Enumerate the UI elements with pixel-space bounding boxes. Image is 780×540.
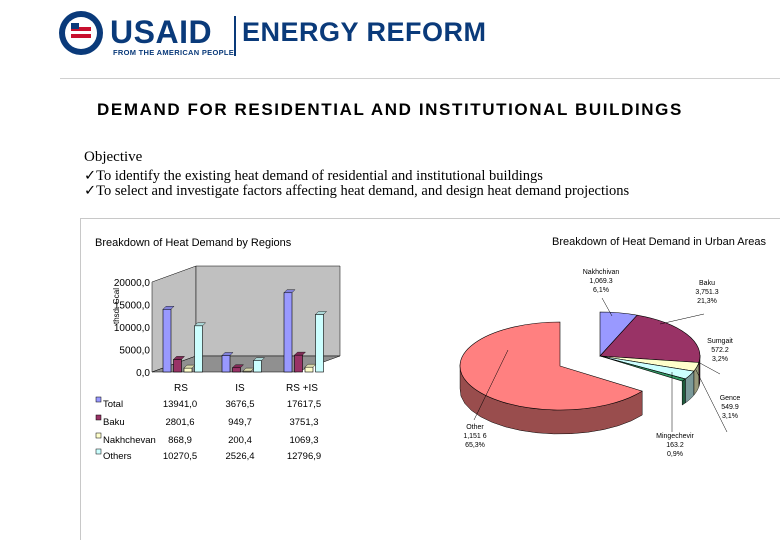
data-table-value: 17617,5 — [287, 399, 321, 410]
pie-slice-name: Sumgait — [707, 338, 733, 345]
objective-bullet-text: To select and investigate factors affect… — [96, 183, 630, 199]
bar — [232, 367, 241, 373]
pie-slice-value: 549.9 — [721, 404, 739, 411]
bar-top — [294, 351, 306, 356]
bar-top — [283, 289, 296, 293]
data-table-value: 2526,4 — [225, 451, 254, 462]
bar-top — [315, 311, 327, 315]
pie-slice — [599, 355, 687, 382]
bar — [162, 308, 172, 373]
legend-label: Others — [103, 451, 132, 462]
pie-slice — [459, 321, 643, 411]
pie-leader-line — [697, 361, 721, 375]
bar-x-tick-label: IS — [235, 383, 245, 394]
data-table-value: 10270,5 — [163, 451, 197, 462]
pie-slice-value: 3,751.3 — [695, 289, 718, 296]
data-table-value: 3676,5 — [225, 399, 254, 410]
bar-top — [162, 306, 175, 310]
pie-leader-line — [601, 297, 613, 317]
data-table-value: 12796,9 — [287, 451, 321, 462]
pie-slice-value: 1,069.3 — [589, 278, 612, 285]
pie-slice-name: Nakhchivan — [583, 269, 620, 276]
legend-label: Baku — [103, 417, 125, 428]
data-table-value: 3751,3 — [289, 417, 318, 428]
pie-slice-percent: 6,1% — [593, 287, 609, 294]
bar-y-tick-label: 5000,0 — [119, 346, 150, 357]
pie-slice-value: 572.2 — [711, 347, 729, 354]
pie-slice-percent: 65,3% — [465, 442, 485, 449]
pie-slice-percent: 21,3% — [697, 298, 717, 305]
pie-leader-line — [659, 313, 705, 325]
pie-slice-value: 163.2 — [666, 442, 684, 449]
legend-swatch — [95, 414, 102, 421]
bar-chart-title: Breakdown of Heat Demand by Regions — [95, 237, 292, 249]
bar — [173, 359, 182, 373]
bar-top — [253, 357, 265, 361]
bar-side-wall — [151, 265, 197, 373]
pie-slice-percent: 0,9% — [667, 451, 683, 458]
logo-divider — [234, 16, 236, 56]
pie-slice-percent: 3,1% — [722, 413, 738, 420]
legend-swatch — [95, 448, 102, 455]
bar-top — [173, 356, 185, 360]
bar-x-tick-label: RS — [174, 383, 188, 394]
usaid-seal-icon — [59, 11, 103, 55]
bar-y-tick-label: 10000,0 — [114, 323, 151, 334]
bar — [183, 367, 193, 373]
pie-slice-value: 1,151 6 — [463, 433, 486, 440]
bar-y-tick-label: 0,0 — [136, 368, 150, 379]
pie-chart-title: Breakdown of Heat Demand in Urban Areas — [552, 236, 767, 248]
data-table-value: 868,9 — [168, 435, 192, 446]
data-table-value: 200,4 — [228, 435, 252, 446]
bar — [304, 366, 314, 373]
bar — [221, 355, 231, 373]
bar — [315, 314, 324, 373]
objective-bullet: ✓To identify the existing heat demand of… — [84, 168, 543, 184]
pie-slice-side — [681, 378, 686, 406]
logo-tagline: FROM THE AMERICAN PEOPLE — [113, 48, 235, 57]
legend-label: Nakhchevan — [103, 435, 156, 446]
bar-top — [194, 322, 206, 326]
page-title: DEMAND FOR RESIDENTIAL AND INSTITUTIONAL… — [97, 100, 683, 119]
data-table-value: 1069,3 — [289, 435, 318, 446]
pie-slice-name: Gence — [720, 395, 741, 402]
legend-label: Total — [103, 399, 123, 410]
bar-y-tick-label: 20000,0 — [114, 278, 151, 289]
bar-top — [232, 364, 244, 368]
pie-slice-name: Other — [466, 424, 484, 431]
bar — [194, 325, 203, 373]
pie-leader-line — [695, 369, 728, 433]
pie-slice-name: Baku — [699, 280, 715, 287]
bar — [294, 354, 303, 373]
objective-bullet: ✓To select and investigate factors affec… — [84, 183, 630, 199]
pie-leader-line — [473, 349, 509, 421]
data-table-value: 2801,6 — [165, 417, 194, 428]
header-rule — [60, 78, 780, 79]
logo-title: ENERGY REFORM — [242, 17, 487, 47]
pie-slice — [599, 314, 701, 363]
bar-x-tick-label: RS +IS — [286, 383, 318, 394]
usaid-logo: USAID FROM THE AMERICAN PEOPLE ENERGY RE… — [58, 10, 528, 62]
objective-heading: Objective — [84, 149, 143, 165]
bar — [283, 292, 293, 373]
pie-slice-percent: 3,2% — [712, 356, 728, 363]
charts-panel — [80, 218, 780, 540]
legend-swatch — [95, 432, 102, 439]
pie-slice-name: Mingechevir — [656, 433, 694, 440]
data-table-value: 13941,0 — [163, 399, 197, 410]
bar — [253, 360, 262, 373]
legend-swatch — [95, 396, 102, 403]
bar-y-tick-label: 15000,0 — [114, 301, 151, 312]
bar-top — [221, 352, 234, 356]
logo-wordmark: USAID — [110, 14, 213, 50]
bar-y-axis-label: thsd. Gcal — [112, 288, 121, 324]
objective-bullet-text: To identify the existing heat demand of … — [96, 168, 543, 184]
data-table-value: 949,7 — [228, 417, 252, 428]
